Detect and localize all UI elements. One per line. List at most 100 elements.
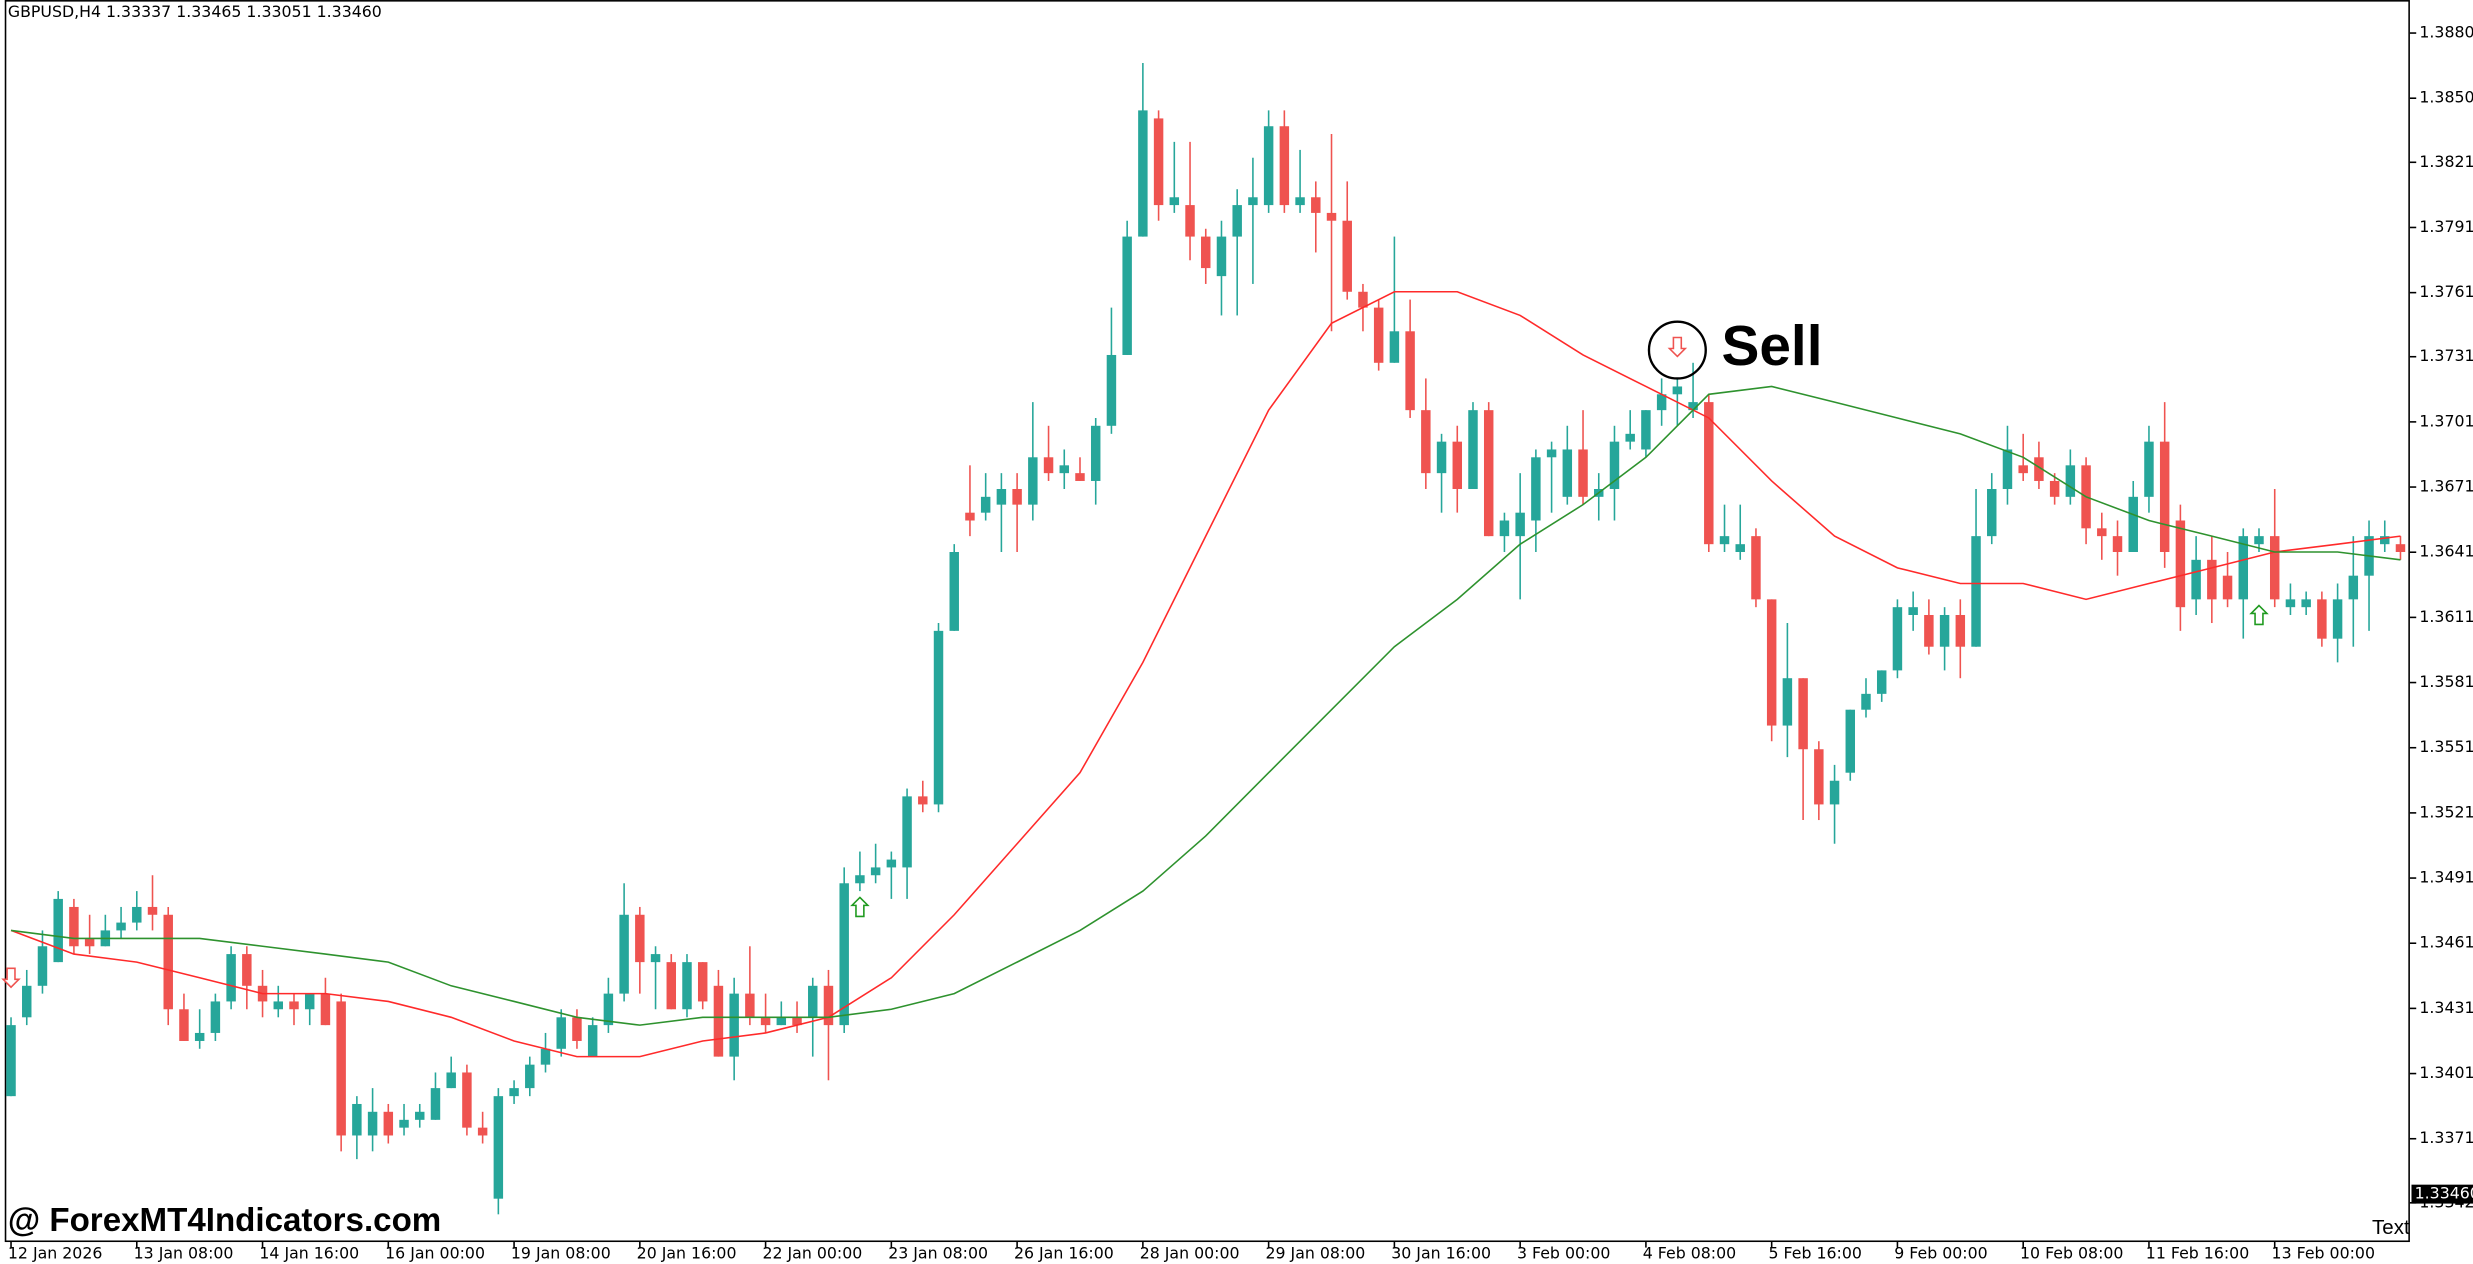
candle-body (226, 954, 236, 1002)
y-tick-label: 1.34315 (2419, 998, 2473, 1017)
candle-body (540, 1048, 551, 1065)
x-tick-label: 29 Jan 08:00 (1265, 1243, 1365, 1262)
candle-body (1735, 544, 1745, 553)
x-tick-label: 30 Jan 16:00 (1391, 1243, 1491, 1262)
candle-body (415, 1111, 425, 1120)
candle-body (1263, 126, 1274, 206)
y-tick-label: 1.38805 (2419, 23, 2473, 42)
x-tick-label: 20 Jan 16:00 (637, 1243, 737, 1262)
x-tick-label: 26 Jan 16:00 (1014, 1243, 1114, 1262)
candle-body (996, 489, 1007, 505)
candle-body (603, 993, 614, 1026)
sell-arrow (1, 967, 21, 989)
candle-body (2380, 536, 2390, 545)
candle-body (1075, 473, 1085, 481)
y-tick-label: 1.37315 (2419, 346, 2473, 365)
current-price-label: 1.33460 (2415, 1184, 2473, 1203)
candle-body (1672, 386, 1683, 395)
candle-body (587, 1025, 598, 1057)
candle-body (556, 1017, 566, 1049)
x-tick-label: 3 Feb 00:00 (1517, 1243, 1610, 1262)
candle-body (2018, 465, 2028, 474)
candle-body (650, 954, 661, 963)
candle-body (776, 1017, 787, 1026)
candle-body (2191, 559, 2201, 600)
candle-body (2144, 441, 2154, 497)
candle-body (2269, 536, 2280, 600)
candle-body (2254, 536, 2264, 545)
candle-body (1358, 291, 1368, 308)
candle-body (1405, 331, 1415, 411)
candle-body (713, 985, 724, 1057)
candle-body (980, 496, 991, 513)
candle-body (682, 962, 692, 1010)
candle-body (572, 1017, 582, 1041)
candle-body (132, 906, 142, 923)
x-tick-label: 23 Jan 08:00 (888, 1243, 988, 1262)
candle-body (37, 946, 48, 986)
candle-body (760, 1017, 771, 1026)
annotation-circle (1647, 320, 1707, 380)
candle-body (2159, 441, 2170, 553)
candle-body (635, 914, 645, 963)
chart-title: GBPUSD,H4 1.33337 1.33465 1.33051 1.3346… (8, 2, 382, 21)
candle-body (273, 1001, 284, 1010)
candle-body (2112, 536, 2123, 553)
x-tick-label: 28 Jan 00:00 (1140, 1243, 1240, 1262)
y-tick-label: 1.38505 (2419, 88, 2473, 107)
candle-body (1090, 425, 1101, 481)
candle-body (2317, 599, 2327, 639)
candle-body (1232, 205, 1242, 237)
candle-body (1625, 433, 1635, 442)
candle-body (6, 1025, 16, 1097)
x-tick-label: 4 Feb 08:00 (1643, 1243, 1736, 1262)
candle-body (666, 962, 677, 1010)
candle-body (1515, 512, 1525, 537)
candle-body (1641, 410, 1651, 450)
candle-body (1279, 126, 1290, 206)
y-tick-label: 1.34915 (2419, 868, 2473, 887)
y-tick-label: 1.35515 (2419, 737, 2473, 756)
candle-body (1373, 307, 1384, 363)
candle-body (2222, 575, 2233, 600)
current-price-box (2411, 1184, 2473, 1204)
sell-arrow (1667, 336, 1688, 358)
candle-body (1766, 599, 1777, 726)
candle-body (2395, 544, 2406, 553)
candle-body (1421, 410, 1431, 474)
x-tick-label: 16 Jan 00:00 (385, 1243, 485, 1262)
candle-body (430, 1088, 441, 1120)
corner-text: Text (2372, 1216, 2410, 1239)
candle-body (1122, 236, 1132, 355)
candle-body (1106, 354, 1117, 426)
candle-body (1955, 614, 1966, 647)
candle-body (1688, 402, 1698, 411)
candle-body (1782, 678, 1793, 726)
candle-body (462, 1072, 472, 1128)
candle-body (1169, 197, 1180, 206)
plot-area (1, 63, 2406, 1215)
candle-body (918, 796, 928, 805)
candle-body (870, 867, 881, 876)
candle-body (1751, 536, 1761, 600)
candle-body (745, 993, 755, 1018)
candle-body (1971, 536, 1981, 647)
candle-body (2332, 599, 2343, 639)
candle-body (1201, 236, 1211, 269)
candle-body (839, 883, 849, 1026)
y-tick-label: 1.36115 (2419, 607, 2473, 626)
candle-body (320, 993, 331, 1026)
candle-body (823, 985, 834, 1026)
candle-body (163, 914, 173, 1010)
candle-body (1499, 520, 1510, 537)
y-tick-label: 1.36415 (2419, 542, 2473, 561)
annotation-text: Sell (1722, 315, 1823, 378)
candle-body (1342, 220, 1352, 292)
candle-body (1452, 441, 1463, 490)
candle-body (53, 898, 63, 963)
x-tick-label: 9 Feb 00:00 (1894, 1243, 1987, 1262)
x-tick-label: 14 Jan 16:00 (259, 1243, 359, 1262)
candle-body (1012, 489, 1022, 505)
candle-body (1845, 709, 1856, 773)
